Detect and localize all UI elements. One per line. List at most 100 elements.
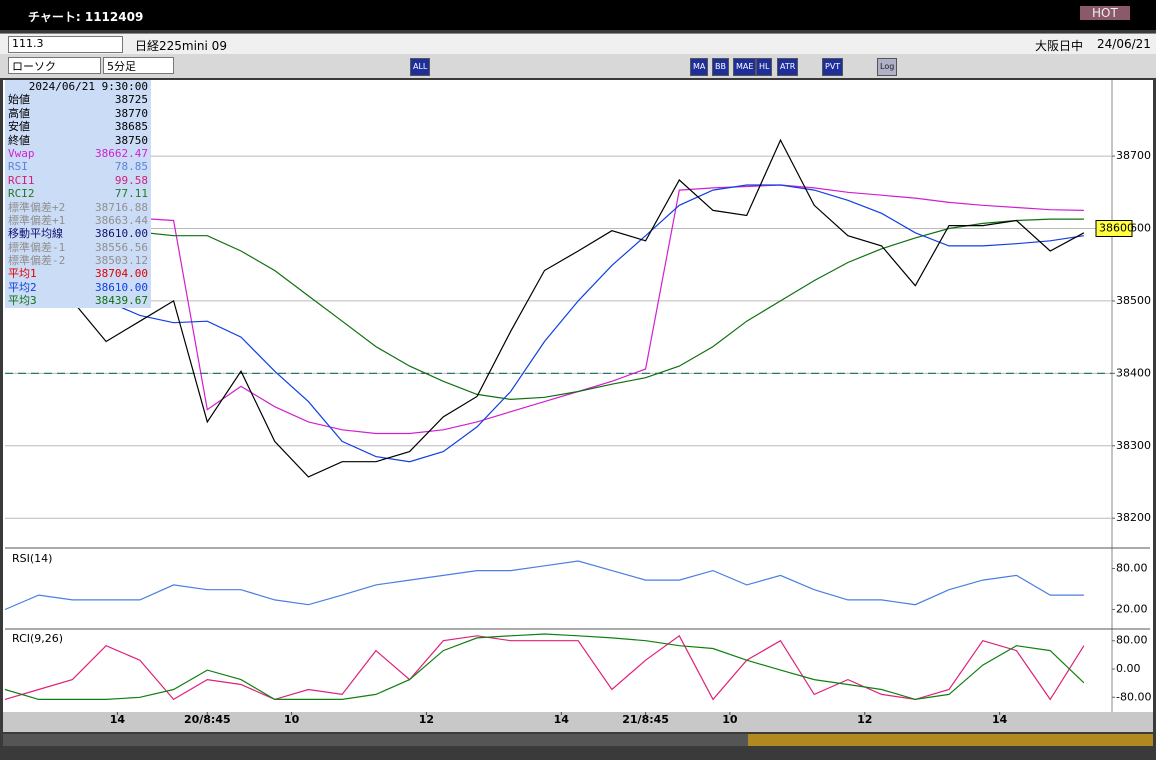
y-tick-label: -80.00: [1116, 690, 1151, 703]
series-line: [4, 633, 1085, 701]
info-value: 99.58: [114, 173, 148, 187]
tool-button[interactable]: MA: [690, 58, 709, 76]
info-datetime: 2024/06/21 9:30:00: [28, 80, 148, 93]
info-row: RCI1 99.58: [5, 174, 151, 187]
x-axis-band: [3, 712, 1153, 732]
info-value: 38663.44: [95, 213, 148, 227]
scrollbar-thumb[interactable]: [748, 734, 1153, 746]
info-label: 高値: [8, 106, 30, 120]
info-label: 平均3: [8, 294, 37, 308]
tool-button[interactable]: HL: [756, 58, 773, 76]
chart-kind[interactable]: ローソク: [8, 57, 101, 74]
info-value: 38725: [114, 93, 148, 107]
series-line: [5, 218, 1084, 401]
price-tag: 38600: [1099, 222, 1134, 235]
series-line: [5, 138, 1085, 478]
info-row: 標準偏差-1 38556.56: [5, 241, 151, 254]
info-row: 平均3 38439.67: [5, 294, 151, 307]
info-label: Vwap: [8, 146, 35, 160]
info-value: 38503.12: [95, 254, 148, 268]
x-tick-label: 20/8:45: [184, 713, 231, 726]
info-label: 終値: [8, 133, 30, 147]
info-label: 標準偏差+2: [8, 200, 66, 214]
info-label: RCI2: [8, 187, 35, 201]
x-tick-label: 10: [722, 713, 738, 726]
x-tick-label: 10: [284, 713, 300, 726]
window-title: チャート: 1112409: [28, 10, 144, 24]
y-tick-label: 38500: [1116, 294, 1151, 307]
x-tick-label: 21/8:45: [622, 713, 669, 726]
info-label: 移動平均線: [8, 227, 63, 241]
tool-button[interactable]: ALL: [410, 58, 431, 76]
y-tick-label: 38200: [1116, 511, 1151, 524]
info-row: 安値 38685: [5, 120, 151, 133]
info-row: 始値 38725: [5, 93, 151, 106]
market: 大阪日中: [1035, 39, 1084, 53]
info-row: RSI 78.85: [5, 160, 151, 173]
x-tick-label: 14: [992, 713, 1008, 726]
y-tick-label: 20.00: [1116, 602, 1148, 615]
info-label: 平均1: [8, 267, 37, 281]
toolbar: 111.3 日経225mini 09 大阪日中 24/06/21: [0, 33, 1156, 54]
y-tick-label: 80.00: [1116, 634, 1148, 647]
info-value: 38770: [114, 106, 148, 120]
info-row: 平均1 38704.00: [5, 267, 151, 280]
tool-button[interactable]: BB: [712, 58, 729, 76]
x-tick-label: 12: [419, 713, 434, 726]
info-label: 標準偏差-2: [8, 254, 66, 268]
series-line: [4, 560, 1084, 611]
info-label: 標準偏差-1: [8, 240, 66, 254]
toolbar: ローソク 5分足 ALL MA BB MAE HL ATR PVT Log: [0, 54, 1156, 78]
info-label: 始値: [8, 93, 30, 107]
info-row: 標準偏差+2 38716.88: [5, 201, 151, 214]
y-tick-label: 38300: [1116, 439, 1151, 452]
tool-button[interactable]: ATR: [777, 58, 799, 76]
price-tag-box: [1095, 220, 1133, 238]
info-value: 38750: [114, 133, 148, 147]
y-tick-label: 38700: [1116, 149, 1151, 162]
info-value: 38556.56: [95, 240, 148, 254]
info-row: 移動平均線 38610.00: [5, 227, 151, 240]
info-row: Vwap 38662.47: [5, 147, 151, 160]
tool-button[interactable]: MAE: [733, 58, 757, 76]
info-value: 38685: [114, 120, 148, 134]
y-tick-label: 38400: [1116, 366, 1151, 379]
info-row: 高値 38770: [5, 107, 151, 120]
panel-title: RSI(14): [12, 552, 52, 565]
hot-badge[interactable]: HOT: [1080, 6, 1130, 20]
x-tick-label: 12: [857, 713, 872, 726]
info-panel: 2024/06/21 9:30:00 始値 38725 高値 38770 安値 38685…: [5, 80, 151, 308]
info-label: 標準偏差+1: [8, 213, 66, 227]
info-row: 平均2 38610.00: [5, 281, 151, 294]
title-bar: チャート: 1112409 HOT: [0, 0, 1156, 30]
tool-button[interactable]: PVT: [822, 58, 844, 76]
interval[interactable]: 5分足: [103, 57, 174, 74]
info-label: RCI1: [8, 173, 35, 187]
info-value: 38610.00: [95, 280, 148, 294]
info-value: 38439.67: [95, 294, 148, 308]
date: 24/06/21: [1097, 37, 1151, 51]
info-row: 標準偏差-2 38503.12: [5, 254, 151, 267]
series-line: [4, 184, 1084, 435]
tool-button[interactable]: Log: [877, 58, 898, 76]
scrollbar[interactable]: [3, 734, 748, 746]
series-line: [4, 634, 1085, 701]
info-row: 終値 38750: [5, 134, 151, 147]
x-tick-label: 14: [554, 713, 570, 726]
panel-title: RCI(9,26): [12, 632, 63, 645]
info-value: 38610.00: [95, 227, 148, 241]
symbol: 日経225mini 09: [135, 39, 227, 53]
info-value: 78.85: [114, 160, 148, 174]
y-tick-label: 80.00: [1116, 562, 1148, 575]
info-row: 標準偏差+1 38663.44: [5, 214, 151, 227]
code-box[interactable]: 111.3: [8, 36, 123, 53]
info-value: 38716.88: [95, 200, 148, 214]
series-line: [4, 184, 1084, 463]
info-label: 平均2: [8, 280, 37, 294]
info-value: 38704.00: [95, 267, 148, 281]
info-value: 77.11: [114, 187, 148, 201]
y-tick-label: 0.00: [1116, 662, 1141, 675]
plot-background: [3, 80, 1153, 712]
info-value: 38662.47: [95, 146, 148, 160]
